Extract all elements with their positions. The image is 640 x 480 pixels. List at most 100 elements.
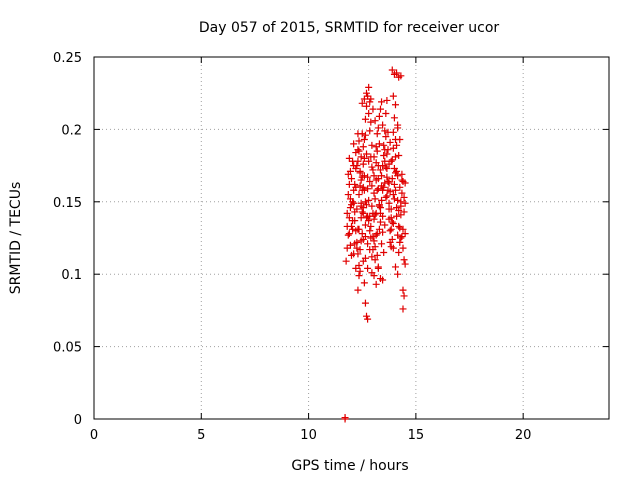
data-point bbox=[393, 69, 401, 77]
data-point bbox=[365, 157, 373, 165]
data-point bbox=[374, 263, 382, 271]
x-tick-label: 0 bbox=[90, 428, 98, 443]
data-point bbox=[386, 238, 394, 246]
data-point bbox=[358, 208, 366, 216]
data-point bbox=[349, 198, 357, 206]
data-point bbox=[367, 118, 375, 126]
data-point bbox=[375, 140, 383, 148]
data-point bbox=[365, 217, 373, 225]
data-point bbox=[391, 136, 399, 144]
data-point bbox=[376, 209, 384, 217]
data-point bbox=[372, 159, 380, 167]
data-point bbox=[390, 164, 398, 172]
x-tick-label: 20 bbox=[515, 428, 532, 443]
data-point bbox=[388, 218, 396, 226]
data-point bbox=[400, 193, 408, 201]
data-point bbox=[346, 204, 354, 212]
data-point bbox=[344, 231, 352, 239]
data-point bbox=[394, 270, 402, 278]
data-point bbox=[395, 222, 403, 230]
data-point bbox=[369, 233, 377, 241]
data-point bbox=[396, 224, 404, 232]
data-point bbox=[360, 186, 368, 194]
data-point bbox=[382, 163, 390, 171]
x-tick-label: 15 bbox=[408, 428, 425, 443]
y-tick-label: 0.25 bbox=[53, 51, 82, 66]
data-point bbox=[383, 192, 391, 200]
grid-lines bbox=[94, 57, 609, 419]
axis-ticks: 0 5 10 15 20 0 0.05 0.1 0.15 0.2 0.25 bbox=[53, 51, 609, 443]
data-point bbox=[397, 72, 405, 80]
data-point bbox=[350, 162, 358, 170]
data-point bbox=[360, 154, 368, 162]
data-point bbox=[355, 137, 363, 145]
data-point bbox=[373, 230, 381, 238]
data-point bbox=[397, 234, 405, 242]
data-point bbox=[366, 178, 374, 186]
data-point bbox=[367, 222, 375, 230]
data-point bbox=[394, 124, 402, 132]
data-point bbox=[345, 154, 353, 162]
data-point bbox=[363, 102, 371, 110]
data-point bbox=[391, 153, 399, 161]
data-point bbox=[348, 251, 355, 259]
data-point bbox=[352, 149, 360, 157]
data-point bbox=[387, 243, 395, 251]
data-point bbox=[383, 150, 391, 158]
data-point bbox=[354, 157, 362, 165]
data-point bbox=[372, 231, 380, 239]
data-point bbox=[386, 138, 394, 146]
data-point bbox=[379, 186, 387, 194]
data-point bbox=[349, 217, 357, 225]
data-point bbox=[388, 66, 396, 74]
data-point bbox=[379, 121, 387, 129]
data-point bbox=[370, 215, 378, 223]
data-point bbox=[370, 153, 378, 161]
data-point bbox=[400, 292, 408, 300]
data-point bbox=[358, 99, 366, 107]
data-point bbox=[376, 218, 384, 226]
plot-frame bbox=[93, 56, 610, 420]
data-point bbox=[351, 208, 359, 216]
data-point bbox=[353, 244, 361, 252]
data-point bbox=[363, 150, 371, 158]
data-point bbox=[378, 196, 386, 204]
data-point bbox=[357, 153, 365, 161]
data-point bbox=[365, 109, 373, 117]
data-point bbox=[385, 205, 393, 213]
data-point bbox=[356, 169, 364, 177]
data-point bbox=[356, 246, 364, 254]
data-point bbox=[373, 251, 381, 259]
data-point bbox=[371, 243, 379, 251]
data-point bbox=[354, 250, 362, 258]
y-axis-label: SRMTID / TECUs bbox=[8, 182, 24, 295]
x-tick-label: 10 bbox=[300, 428, 317, 443]
data-point bbox=[398, 189, 406, 197]
data-point bbox=[346, 241, 354, 249]
data-point bbox=[355, 225, 363, 233]
y-tick-label: 0.1 bbox=[61, 268, 82, 283]
data-point bbox=[348, 175, 355, 183]
data-point bbox=[378, 240, 386, 248]
data-point bbox=[399, 244, 407, 252]
data-point bbox=[373, 147, 381, 155]
data-point bbox=[343, 209, 351, 217]
data-point bbox=[380, 151, 388, 159]
data-point bbox=[384, 146, 392, 154]
data-points bbox=[341, 66, 409, 423]
data-point bbox=[380, 141, 388, 149]
data-point bbox=[391, 186, 399, 194]
data-point bbox=[361, 233, 369, 241]
data-point bbox=[368, 141, 376, 149]
data-point bbox=[382, 193, 390, 201]
data-point bbox=[363, 201, 371, 209]
data-point bbox=[365, 83, 373, 91]
data-point bbox=[370, 272, 378, 280]
data-point bbox=[361, 131, 369, 139]
data-point bbox=[375, 112, 383, 120]
data-point bbox=[382, 109, 390, 117]
data-point bbox=[344, 191, 352, 199]
data-point bbox=[359, 143, 367, 151]
data-point bbox=[390, 114, 398, 122]
data-point bbox=[400, 256, 408, 264]
